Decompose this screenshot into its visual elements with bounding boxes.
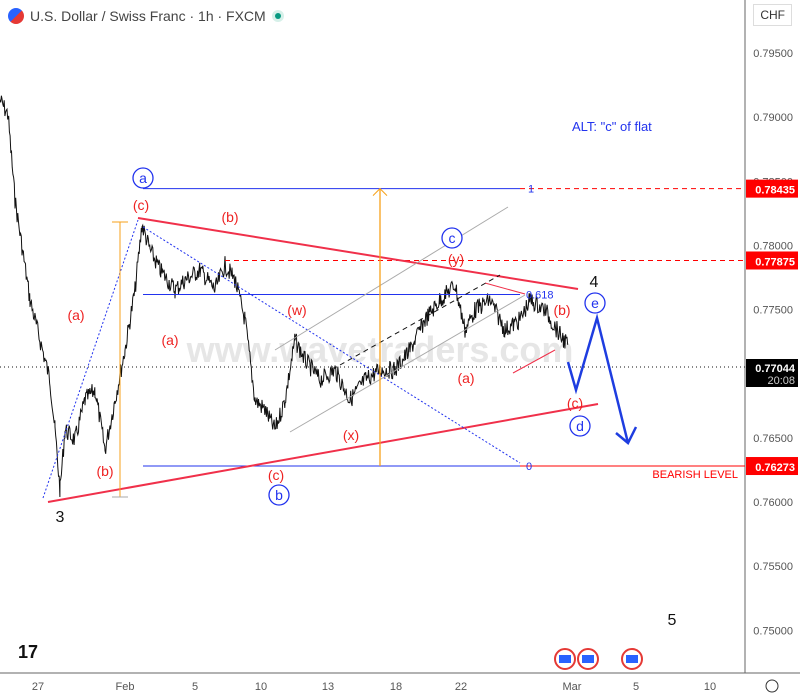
wave-label-red: (a) xyxy=(67,307,84,323)
symbol-title[interactable]: U.S. Dollar / Swiss Franc · 1h · FXCM xyxy=(30,8,266,24)
orange-arrow-icon xyxy=(372,187,388,196)
wave-a-circle xyxy=(132,167,154,189)
x-tick-label: 18 xyxy=(390,681,402,693)
usd-chf-flag-icon xyxy=(8,8,24,24)
flag-inner xyxy=(582,655,594,663)
small-red-line xyxy=(512,349,556,374)
wave-e-circle xyxy=(584,292,606,314)
wave-label-red: (w) xyxy=(287,302,306,318)
wave-b: b xyxy=(275,487,283,503)
x-tick-label: 13 xyxy=(322,681,334,693)
price-label-box xyxy=(746,251,798,270)
current-price-box xyxy=(746,359,798,387)
flag-inner xyxy=(559,655,571,663)
y-tick-label: 0.78000 xyxy=(753,240,793,252)
wave-label-red: (y) xyxy=(448,251,464,267)
price-label: 0.76273 xyxy=(755,462,795,474)
price-label-box xyxy=(746,179,798,198)
wave-e: e xyxy=(591,295,599,311)
channel-upper xyxy=(274,206,509,351)
price-label: 0.77875 xyxy=(755,256,795,268)
settings-icon xyxy=(765,679,779,693)
tradingview-logo: 17 xyxy=(18,642,38,662)
y-tick-label: 0.77500 xyxy=(753,305,793,317)
small-red-line-2 xyxy=(484,282,526,295)
wave-a: a xyxy=(139,170,147,186)
x-tick-label: 27 xyxy=(32,681,44,693)
wave-b-circle xyxy=(268,484,290,506)
wave-label-red: (b) xyxy=(221,209,238,225)
x-tick-label: 10 xyxy=(704,681,716,693)
x-tick-label: 10 xyxy=(255,681,267,693)
x-tick-label: 22 xyxy=(455,681,467,693)
x-tick-label: Feb xyxy=(116,681,135,693)
wave-label-red: (b) xyxy=(553,302,570,318)
fib-label-1: 1 xyxy=(528,184,534,196)
countdown: 20:08 xyxy=(767,375,795,387)
flag-inner xyxy=(626,655,638,663)
projection-path xyxy=(566,313,630,444)
y-tick-label: 0.76500 xyxy=(753,433,793,445)
wave-c-circle xyxy=(441,227,463,249)
wave-d-circle xyxy=(569,415,591,437)
bearish-label: BEARISH LEVEL xyxy=(652,469,738,481)
wave-label-red: (c) xyxy=(567,395,583,411)
wave-label-red: (c) xyxy=(133,197,149,213)
price-label: 0.78435 xyxy=(755,185,795,197)
wave-5-label: 5 xyxy=(668,612,677,629)
wave-c: c xyxy=(449,230,456,246)
wave-d: d xyxy=(576,418,584,434)
y-tick-label: 0.75000 xyxy=(753,625,793,637)
wave-4-label: 4 xyxy=(590,274,599,291)
wave-3-label: 3 xyxy=(56,509,65,526)
dashed-line xyxy=(339,274,501,366)
arrow-down-icon xyxy=(615,426,638,445)
price-series xyxy=(0,95,569,498)
x-tick-label: 5 xyxy=(192,681,198,693)
blue-dotted-line-2 xyxy=(42,219,139,499)
x-tick-label: Mar xyxy=(563,681,582,693)
triangle-lower-line xyxy=(47,403,599,503)
wave-label-red: (a) xyxy=(457,370,474,386)
y-tick-label: 0.79000 xyxy=(753,112,793,124)
triangle-upper-line xyxy=(137,217,579,290)
price-label-box xyxy=(746,457,798,476)
currency-button[interactable]: CHF xyxy=(753,4,792,26)
fib-label-0618: 0.618 xyxy=(526,289,554,301)
alt-label: ALT: "c" of flat xyxy=(572,119,652,134)
y-tick-label: 0.79500 xyxy=(753,48,793,60)
wave-label-red: (b) xyxy=(96,463,113,479)
wave-label-red: (c) xyxy=(268,467,284,483)
current-price: 0.77044 xyxy=(755,363,796,375)
chart-header: U.S. Dollar / Swiss Franc · 1h · FXCM xyxy=(8,5,284,27)
fib-label-0: 0 xyxy=(526,461,532,473)
market-open-icon xyxy=(271,10,284,22)
y-tick-label: 0.76000 xyxy=(753,497,793,509)
x-tick-label: 5 xyxy=(633,681,639,693)
wave-label-red: (x) xyxy=(343,427,359,443)
y-tick-label: 0.75500 xyxy=(753,561,793,573)
channel-lower xyxy=(289,294,526,433)
wave-label-red: (a) xyxy=(161,332,178,348)
